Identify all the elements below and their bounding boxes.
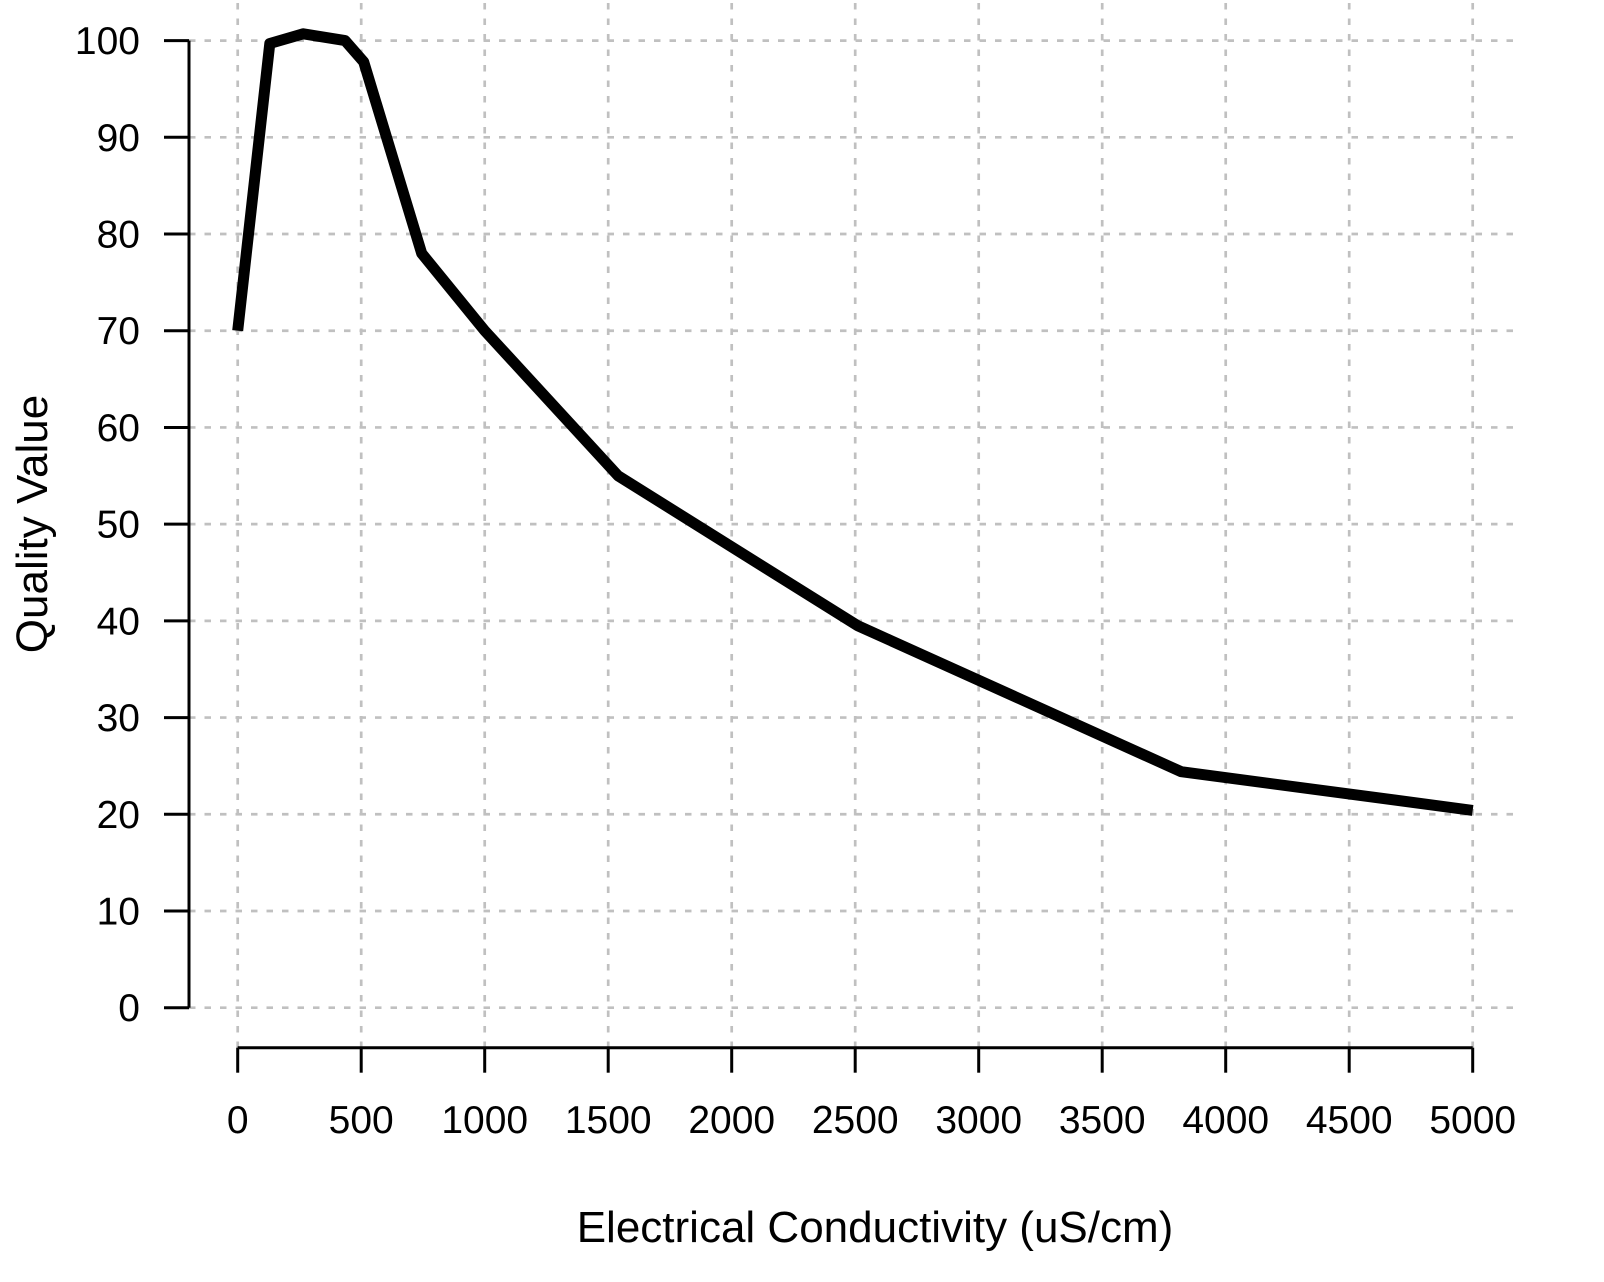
x-tick-label: 5000 <box>1429 1099 1516 1142</box>
x-tick-label: 2000 <box>688 1099 775 1142</box>
y-tick-label: 20 <box>97 794 140 837</box>
data-line-quality-curve <box>232 28 1474 816</box>
y-tick-label: 90 <box>97 117 140 160</box>
x-tick-label: 1000 <box>441 1099 528 1142</box>
x-tick-label: 3500 <box>1059 1099 1146 1142</box>
y-tick-label: 60 <box>97 407 140 450</box>
x-tick-label: 4000 <box>1182 1099 1269 1142</box>
y-tick-label: 40 <box>97 600 140 643</box>
y-tick-label: 10 <box>97 890 140 933</box>
y-tick-label: 30 <box>97 697 140 740</box>
x-tick-label: 2500 <box>812 1099 899 1142</box>
x-axis-title: Electrical Conductivity (uS/cm) <box>576 1203 1174 1252</box>
y-tick-label: 100 <box>75 20 140 63</box>
x-tick-label: 4500 <box>1306 1099 1393 1142</box>
x-tick-label: 0 <box>227 1099 249 1142</box>
x-tick-label: 3000 <box>935 1099 1022 1142</box>
y-tick-label: 50 <box>97 504 140 547</box>
y-tick-label: 80 <box>97 214 140 257</box>
y-tick-label: 0 <box>118 987 140 1030</box>
x-tick-label: 1500 <box>565 1099 652 1142</box>
x-tick-label: 500 <box>329 1099 394 1142</box>
y-tick-label: 70 <box>97 310 140 353</box>
y-axis-title: Quality Value <box>8 394 57 654</box>
